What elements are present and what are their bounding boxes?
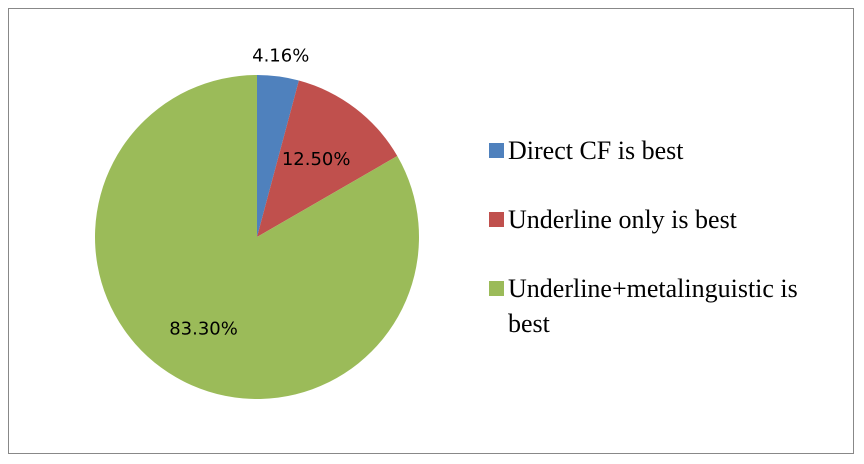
legend-entry: Underline only is best xyxy=(489,202,839,237)
chart-frame xyxy=(8,8,854,454)
data-label: 4.16% xyxy=(252,46,309,67)
legend-swatch xyxy=(489,281,504,296)
legend-swatch xyxy=(489,212,504,227)
legend-entry: Direct CF is best xyxy=(489,133,839,168)
legend-label: Underline only is best xyxy=(508,205,737,234)
pie-slice xyxy=(257,80,398,238)
legend: Direct CF is best Underline only is best U… xyxy=(489,133,839,341)
data-label: 83.30% xyxy=(169,319,238,340)
legend-label: Direct CF is best xyxy=(508,136,684,165)
pie-slice xyxy=(95,75,420,399)
legend-swatch xyxy=(489,143,504,158)
legend-entry: Underline+metalinguistic is best xyxy=(489,271,839,341)
data-label: 12.50% xyxy=(282,149,351,170)
pie-slice xyxy=(257,75,299,237)
legend-label: Underline+metalinguistic is best xyxy=(508,274,798,338)
